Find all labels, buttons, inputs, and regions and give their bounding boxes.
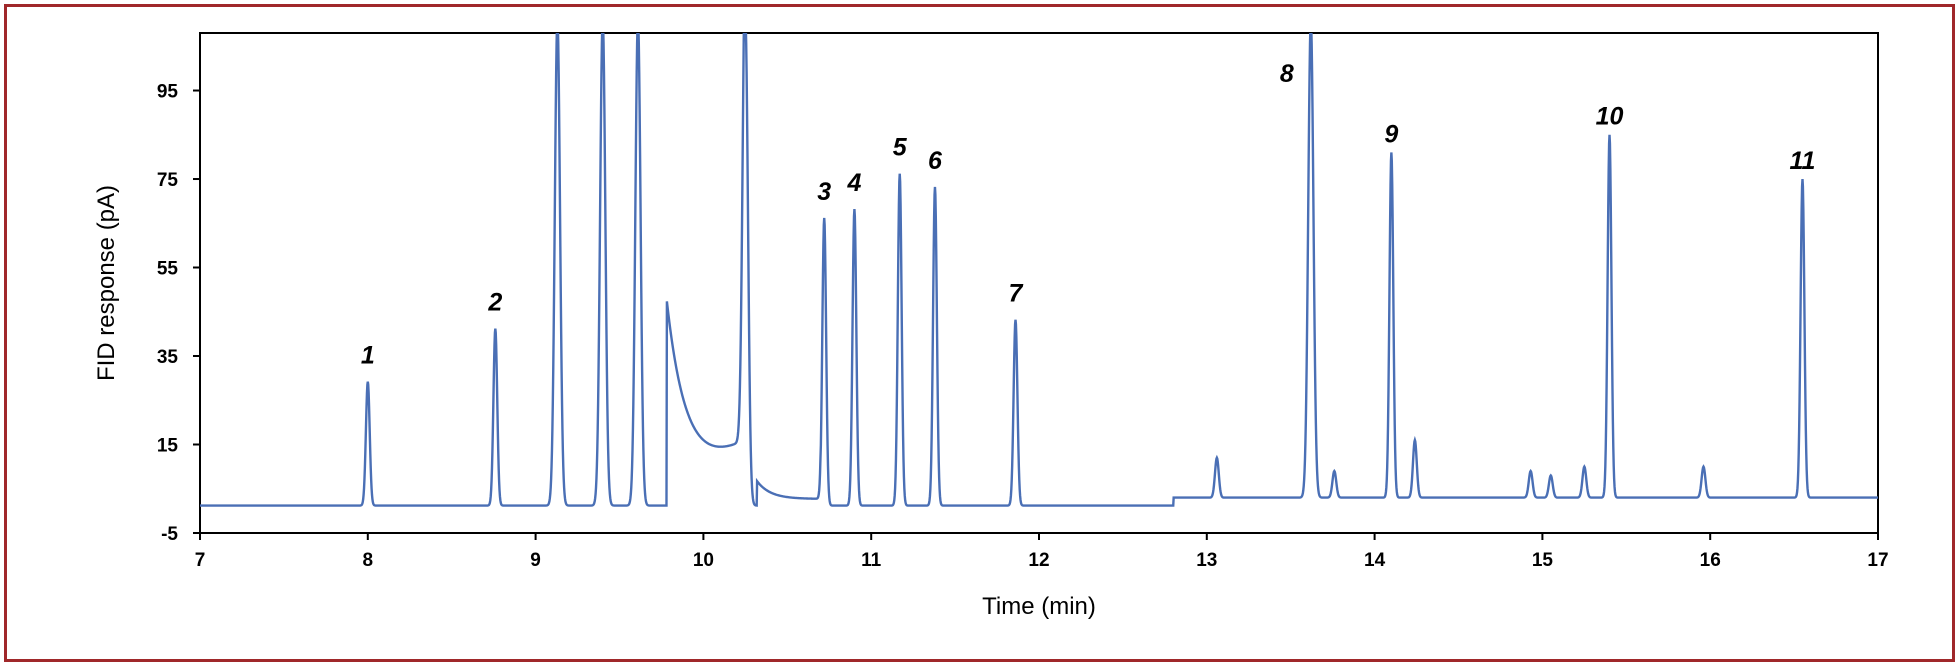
peak-label-1: 1	[361, 342, 375, 370]
peak-label-7: 7	[1009, 280, 1024, 308]
y-tick-label: 55	[157, 259, 179, 280]
x-tick-label: 16	[1700, 550, 1721, 571]
figure-border	[4, 4, 1955, 662]
peak-label-2: 2	[487, 289, 502, 317]
peak-label-6: 6	[928, 147, 943, 175]
peak-label-8: 8	[1280, 60, 1294, 88]
y-tick-label: 35	[157, 347, 179, 368]
x-tick-label: 11	[861, 550, 882, 571]
x-axis: 7 8 9 10 11 12 13 14 15 16 17	[195, 533, 1889, 571]
y-tick-label: 75	[157, 170, 179, 191]
plot-area-border	[199, 32, 1879, 534]
y-tick-label: 95	[157, 82, 179, 103]
y-axis: -5 15 35 55 75 95	[157, 82, 200, 545]
x-tick-label: 12	[1028, 550, 1049, 571]
x-tick-label: 13	[1196, 550, 1217, 571]
x-axis-title: Time (min)	[982, 593, 1096, 620]
y-tick-label: 15	[157, 436, 179, 457]
chromatogram-trace	[200, 33, 1878, 507]
x-tick-label: 7	[195, 550, 206, 571]
x-tick-label: 17	[1867, 550, 1888, 571]
y-tick-label: -5	[161, 524, 178, 545]
peak-label-5: 5	[893, 134, 908, 162]
x-tick-label: 9	[530, 550, 541, 571]
x-tick-label: 15	[1532, 550, 1554, 571]
peak-label-10: 10	[1596, 103, 1624, 131]
x-tick-label: 10	[693, 550, 714, 571]
peak-label-3: 3	[817, 178, 831, 206]
peak-label-4: 4	[846, 169, 861, 197]
peak-label-11: 11	[1790, 147, 1816, 175]
peak-label-9: 9	[1384, 120, 1398, 148]
x-tick-label: 14	[1364, 550, 1386, 571]
x-tick-label: 8	[363, 550, 374, 571]
y-axis-title: FID response (pA)	[93, 185, 120, 381]
